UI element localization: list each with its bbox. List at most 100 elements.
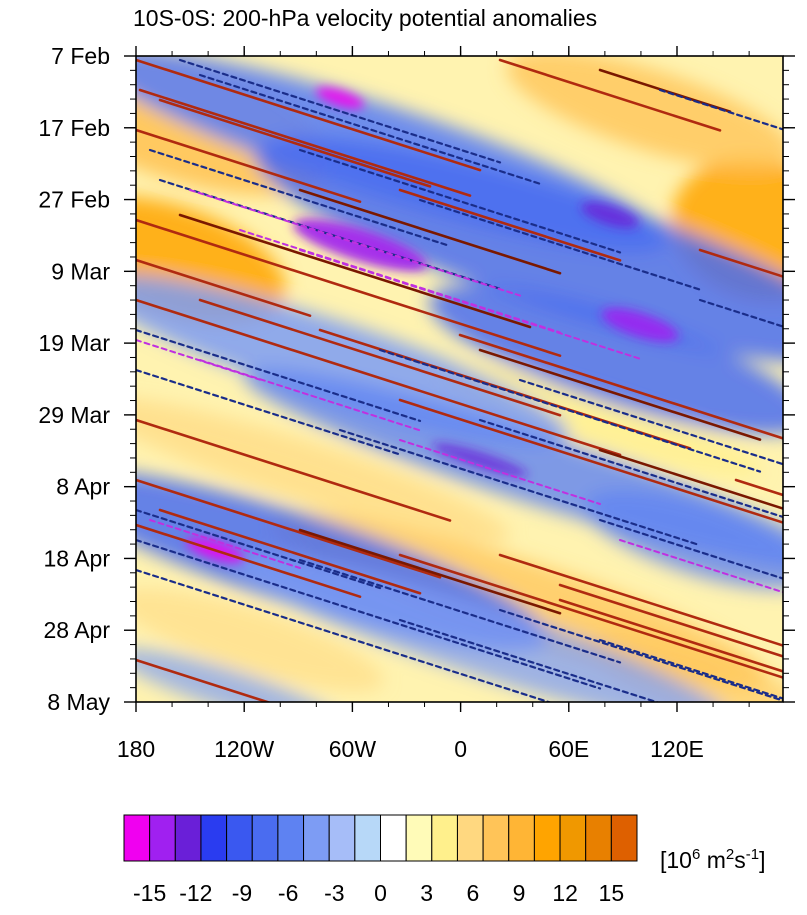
negative-contour [518,378,783,466]
positive-contour [458,333,783,440]
negative-contour [198,73,542,185]
positive-contour [136,128,362,203]
colorbar-tick-label: -9 [232,880,252,906]
y-tick-label: 28 Apr [44,617,111,643]
x-tick-label: 180 [117,736,155,762]
x-tick-label: 60E [548,736,589,762]
positive-contour [136,658,272,702]
colorbar-swatch [610,814,638,862]
colorbar-unit: [106 m2s-1] [660,846,765,873]
y-tick-label: 29 Mar [38,402,110,428]
negative-contour [658,88,783,131]
colorbar-swatch [456,814,484,862]
negative-contour [136,368,402,456]
negative-contour [136,568,553,702]
field-band [136,588,384,692]
negative-contour [398,618,660,702]
colorbar-swatch [226,814,253,862]
x-tick-label: 120W [214,736,274,762]
colorbar-swatch [174,814,202,862]
colorbar-swatch [431,814,458,862]
colorbar-swatch [277,814,305,862]
positive-contour [498,553,783,647]
negative-contour [136,328,422,422]
positive-contour [178,213,532,329]
negative-contour [598,638,783,700]
positive-contour [198,298,562,417]
colorbar-tick-label: 9 [513,880,526,906]
positive-contour [478,348,762,441]
positive-contour [398,553,783,679]
field-band [232,554,728,702]
negative-contour [598,518,783,580]
colorbar-swatch [405,814,433,862]
colorbar-tick-label: -12 [179,880,212,906]
negative-contour [189,189,521,297]
x-tick-label: 120E [650,736,704,762]
positive-contour [136,523,362,598]
positive-contour [136,298,622,457]
colorbar-tick-label: 12 [552,880,578,906]
positive-contour [598,448,783,510]
colorbar-tick-label: 0 [374,880,387,906]
positive-contour [298,528,562,615]
positive-contour [398,398,783,524]
colorbar-tick-label: -3 [324,880,344,906]
colorbar: -15 -12 -9 -6 -3 0 3 6 9 12 15 [123,814,638,906]
negative-contour [399,439,601,505]
y-tick-label: 8 May [47,689,110,715]
colorbar-tick-label: -15 [133,880,166,906]
negative-contour [136,508,382,590]
positive-contour [136,218,562,357]
negative-contour [178,58,502,164]
field-band [585,490,783,590]
colorbar-swatch [508,814,535,862]
colorbar-tick-label: 15 [599,880,625,906]
positive-contour [734,478,783,497]
negative-contour [136,538,602,690]
colorbar-tick-label: 3 [420,880,433,906]
colorbar-swatch [533,814,561,862]
field-band [585,633,783,702]
positive-contour [398,188,622,262]
y-tick-label: 27 Feb [38,187,110,213]
negative-contour [338,428,702,547]
field-band [136,274,569,446]
positive-contour [136,478,442,579]
field-band [316,87,364,109]
positive-contour [158,98,432,188]
y-tick-label: 17 Feb [38,115,110,141]
positive-contour [558,583,783,658]
colorbar-swatch [354,814,382,862]
y-tick-label: 19 Mar [38,330,110,356]
colorbar-tick-label: 6 [466,880,479,906]
positive-contour [698,248,783,278]
positive-contour [136,258,312,317]
y-axis: 7 Feb 17 Feb 27 Feb 9 Mar 19 Mar 29 Mar 8 Apr 1… [38,43,795,715]
negative-contour [148,148,452,248]
y-tick-label: 9 Mar [51,258,110,284]
field-band [581,201,639,229]
negative-contour [298,558,622,664]
chart-title: 10S-0S: 200-hPa velocity potential anoma… [133,5,597,31]
negative-contour [478,418,783,519]
colorbar-swatch [380,814,407,862]
negative-contour [619,539,783,594]
negative-contour [498,608,783,702]
negative-contour [698,298,783,328]
positive-contour [138,88,472,197]
colorbar-swatch [585,814,612,862]
negative-contour [299,249,641,360]
colorbar-swatch [200,814,228,862]
positive-contour [136,58,482,172]
contour-lines [136,58,783,702]
positive-contour [298,188,562,275]
negative-contour [418,198,702,291]
negative-contour [378,348,762,473]
colorbar-swatch [559,814,587,862]
colorbar-swatch [251,814,279,862]
field-band [432,442,528,478]
negative-contour [149,519,301,569]
plot-frame [135,55,784,703]
